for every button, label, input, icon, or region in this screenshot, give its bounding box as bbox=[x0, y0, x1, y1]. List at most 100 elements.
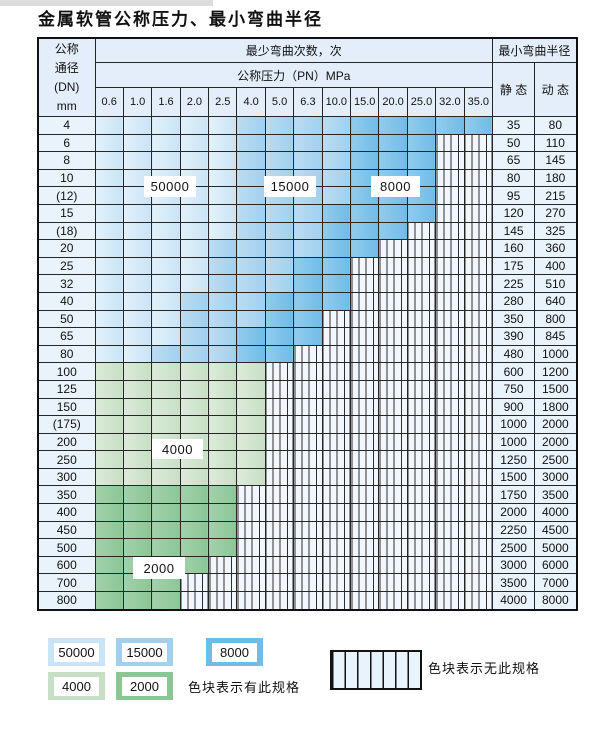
spec-cell bbox=[293, 203, 323, 223]
spec-cell bbox=[208, 291, 238, 311]
no-spec-cell bbox=[264, 538, 295, 557]
spec-cell bbox=[208, 344, 238, 364]
table-row: 8 65 145 bbox=[37, 151, 578, 170]
spec-cell bbox=[378, 116, 408, 135]
header-row-1: 公称 通径 (DN) mm 最少弯曲次数，次 最小弯曲半径 bbox=[37, 37, 578, 117]
dn-column-header-line: 通径 bbox=[54, 60, 79, 75]
no-spec-cell bbox=[321, 520, 352, 540]
spec-cell bbox=[208, 538, 238, 557]
dynamic-column-header: 动 态 bbox=[534, 62, 578, 117]
no-spec-cell bbox=[321, 450, 352, 469]
static-radius-cell: 160 bbox=[492, 239, 536, 258]
no-spec-cell bbox=[463, 168, 494, 188]
spec-cell bbox=[321, 291, 352, 311]
no-spec-cell bbox=[378, 291, 408, 311]
spec-cell bbox=[94, 555, 124, 575]
no-spec-cell bbox=[378, 503, 408, 522]
spec-cell bbox=[122, 538, 153, 557]
spec-cell bbox=[208, 485, 238, 505]
no-spec-cell bbox=[293, 362, 323, 381]
no-spec-cell bbox=[293, 485, 323, 505]
zone-label-8000: 8000 bbox=[371, 176, 420, 197]
spec-cell bbox=[208, 432, 238, 452]
no-spec-cell bbox=[350, 467, 380, 487]
zone-label-15000: 15000 bbox=[264, 176, 316, 197]
spec-cell bbox=[179, 485, 210, 505]
spec-cell bbox=[236, 203, 266, 223]
spec-cell bbox=[378, 221, 408, 241]
spec-cell bbox=[151, 503, 181, 522]
no-spec-cell bbox=[264, 555, 295, 575]
spec-cell bbox=[122, 362, 153, 381]
spec-cell bbox=[236, 397, 266, 417]
spec-cell bbox=[151, 397, 181, 417]
legend-no-spec-text: 色块表示无此规格 bbox=[428, 661, 541, 676]
spec-cell bbox=[208, 256, 238, 276]
spec-cell bbox=[179, 503, 210, 522]
dn-cell: 100 bbox=[37, 362, 96, 381]
no-spec-cell bbox=[435, 415, 465, 434]
no-spec-cell bbox=[435, 344, 465, 364]
no-spec-cell bbox=[378, 432, 408, 452]
dn-cell: 300 bbox=[37, 467, 96, 487]
spec-cell bbox=[179, 415, 210, 434]
spec-cell bbox=[264, 203, 295, 223]
no-spec-cell bbox=[435, 432, 465, 452]
table-row: 40 280 640 bbox=[37, 291, 578, 311]
no-spec-cell bbox=[406, 520, 437, 540]
spec-cell bbox=[122, 450, 153, 469]
no-spec-cell bbox=[179, 591, 210, 611]
dynamic-radius-cell: 80 bbox=[534, 116, 578, 135]
table-row: 50 350 800 bbox=[37, 309, 578, 329]
legend-swatch-value: 8000 bbox=[212, 642, 257, 662]
pressure-value-header: 25.0 bbox=[406, 87, 437, 117]
table-row: 450 2250 4500 bbox=[37, 520, 578, 540]
no-spec-cell bbox=[435, 168, 465, 188]
no-spec-cell bbox=[293, 379, 323, 399]
no-spec-cell bbox=[350, 538, 380, 557]
no-spec-cell bbox=[208, 591, 238, 611]
no-spec-cell bbox=[463, 520, 494, 540]
dn-cell: 500 bbox=[37, 538, 96, 557]
static-radius-cell: 480 bbox=[492, 344, 536, 364]
spec-cell bbox=[293, 239, 323, 258]
no-spec-cell bbox=[236, 503, 266, 522]
spec-cell bbox=[151, 133, 181, 153]
dn-cell: 600 bbox=[37, 555, 96, 575]
spec-cell bbox=[122, 467, 153, 487]
spec-cell bbox=[94, 432, 124, 452]
spec-cell bbox=[236, 309, 266, 329]
dn-cell: 10 bbox=[37, 168, 96, 188]
no-spec-cell bbox=[435, 538, 465, 557]
no-spec-cell bbox=[406, 485, 437, 505]
dn-cell: 50 bbox=[37, 309, 96, 329]
no-spec-cell bbox=[463, 591, 494, 611]
no-spec-cell bbox=[208, 573, 238, 593]
spec-cell bbox=[151, 239, 181, 258]
dn-cell: 15 bbox=[37, 203, 96, 223]
no-spec-cell bbox=[435, 573, 465, 593]
dn-cell: 6 bbox=[37, 133, 96, 153]
spec-cell bbox=[94, 591, 124, 611]
spec-cell bbox=[122, 485, 153, 505]
no-spec-cell bbox=[406, 344, 437, 364]
no-spec-cell bbox=[406, 555, 437, 575]
no-spec-cell bbox=[406, 415, 437, 434]
no-spec-cell bbox=[463, 555, 494, 575]
no-spec-cell bbox=[236, 555, 266, 575]
static-radius-cell: 1750 bbox=[492, 485, 536, 505]
spec-cell bbox=[208, 151, 238, 170]
spec-cell bbox=[151, 415, 181, 434]
pressure-value-header: 32.0 bbox=[435, 87, 465, 117]
no-spec-cell bbox=[378, 344, 408, 364]
pressure-value-header: 35.0 bbox=[463, 87, 494, 117]
spec-cell bbox=[321, 221, 352, 241]
spec-cell bbox=[94, 133, 124, 153]
no-spec-cell bbox=[293, 573, 323, 593]
no-spec-cell bbox=[264, 415, 295, 434]
spec-cell bbox=[94, 221, 124, 241]
no-spec-cell bbox=[350, 344, 380, 364]
spec-cell bbox=[122, 256, 153, 276]
no-spec-cell bbox=[378, 274, 408, 293]
no-spec-sample-box bbox=[330, 650, 422, 690]
